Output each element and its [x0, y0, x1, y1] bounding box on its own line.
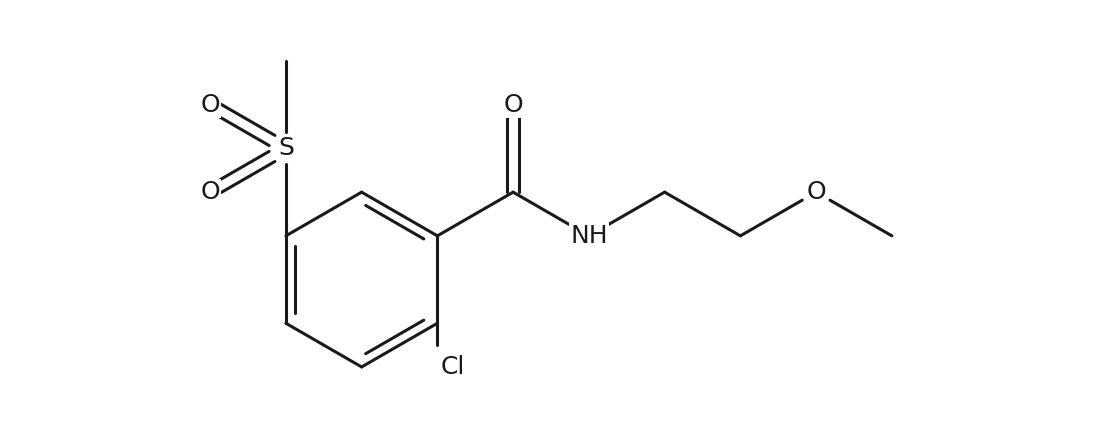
- Text: O: O: [201, 180, 220, 204]
- Text: S: S: [278, 137, 294, 160]
- Text: O: O: [504, 93, 523, 117]
- Text: O: O: [201, 93, 220, 117]
- Text: O: O: [807, 180, 825, 204]
- Text: NH: NH: [570, 224, 607, 248]
- Text: Cl: Cl: [441, 355, 465, 379]
